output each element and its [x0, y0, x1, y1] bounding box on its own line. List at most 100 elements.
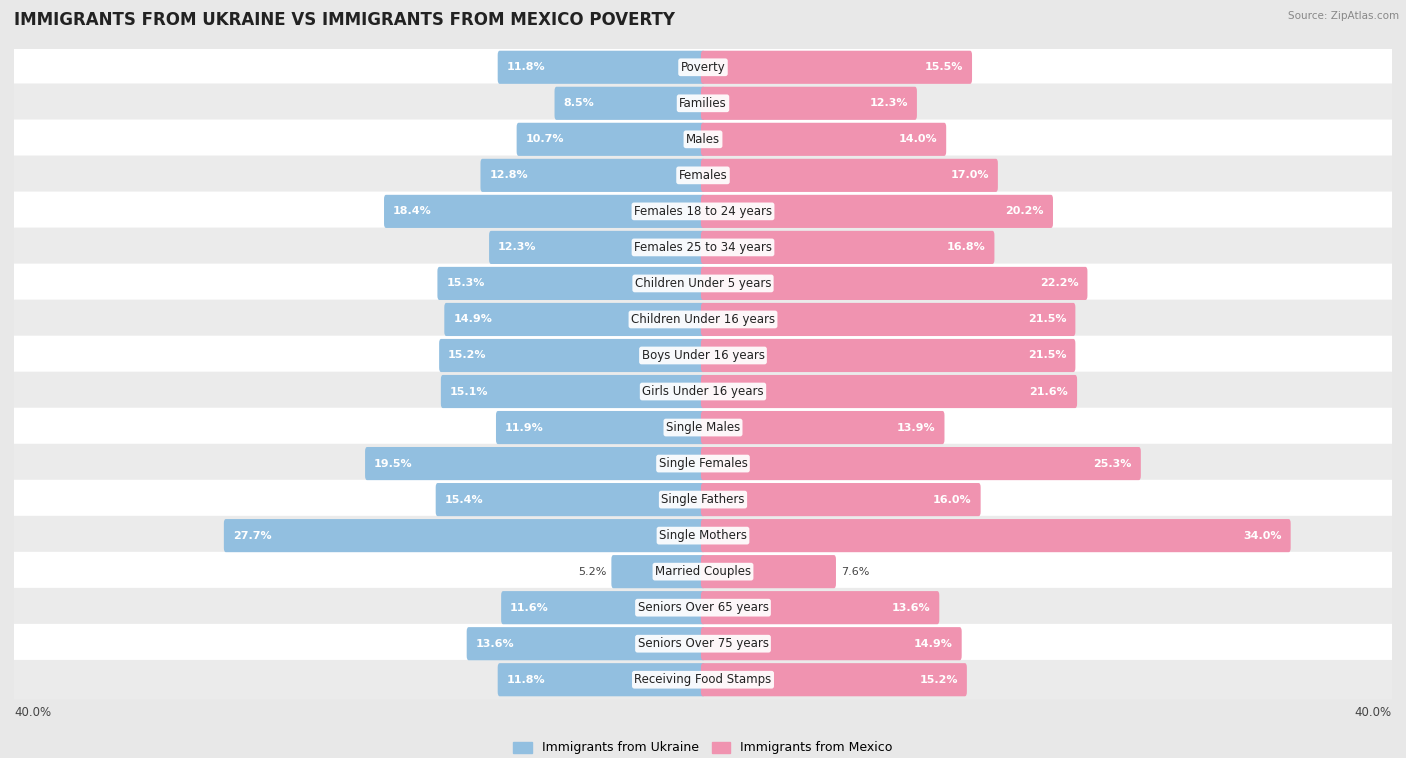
- FancyBboxPatch shape: [13, 443, 1393, 484]
- FancyBboxPatch shape: [13, 552, 1393, 591]
- Text: 34.0%: 34.0%: [1243, 531, 1282, 540]
- FancyBboxPatch shape: [13, 660, 1393, 700]
- Text: 18.4%: 18.4%: [392, 206, 432, 216]
- Text: Poverty: Poverty: [681, 61, 725, 74]
- FancyBboxPatch shape: [437, 267, 704, 300]
- FancyBboxPatch shape: [702, 123, 946, 156]
- FancyBboxPatch shape: [702, 663, 967, 697]
- Text: 40.0%: 40.0%: [14, 706, 51, 719]
- FancyBboxPatch shape: [13, 120, 1393, 159]
- FancyBboxPatch shape: [554, 86, 704, 120]
- FancyBboxPatch shape: [496, 411, 704, 444]
- FancyBboxPatch shape: [516, 123, 704, 156]
- FancyBboxPatch shape: [13, 83, 1393, 123]
- FancyBboxPatch shape: [13, 299, 1393, 340]
- Text: Children Under 16 years: Children Under 16 years: [631, 313, 775, 326]
- Text: 13.6%: 13.6%: [891, 603, 931, 612]
- FancyBboxPatch shape: [702, 555, 837, 588]
- FancyBboxPatch shape: [702, 51, 972, 84]
- FancyBboxPatch shape: [702, 519, 1291, 552]
- Text: 22.2%: 22.2%: [1040, 278, 1078, 289]
- Text: 12.3%: 12.3%: [869, 99, 908, 108]
- Text: Source: ZipAtlas.com: Source: ZipAtlas.com: [1288, 11, 1399, 21]
- FancyBboxPatch shape: [702, 86, 917, 120]
- Text: 12.8%: 12.8%: [489, 171, 529, 180]
- Text: 15.5%: 15.5%: [925, 62, 963, 72]
- FancyBboxPatch shape: [498, 663, 704, 697]
- Text: 11.6%: 11.6%: [510, 603, 548, 612]
- Text: 10.7%: 10.7%: [526, 134, 564, 144]
- Text: Families: Families: [679, 97, 727, 110]
- FancyBboxPatch shape: [366, 447, 704, 480]
- Text: 21.5%: 21.5%: [1028, 315, 1066, 324]
- Text: Boys Under 16 years: Boys Under 16 years: [641, 349, 765, 362]
- Text: 8.5%: 8.5%: [564, 99, 595, 108]
- Text: 27.7%: 27.7%: [233, 531, 271, 540]
- Text: 7.6%: 7.6%: [841, 567, 869, 577]
- Text: Girls Under 16 years: Girls Under 16 years: [643, 385, 763, 398]
- FancyBboxPatch shape: [384, 195, 704, 228]
- Text: 21.6%: 21.6%: [1029, 387, 1069, 396]
- FancyBboxPatch shape: [489, 231, 704, 264]
- Text: Females 18 to 24 years: Females 18 to 24 years: [634, 205, 772, 218]
- Text: 21.5%: 21.5%: [1028, 350, 1066, 361]
- Text: 11.9%: 11.9%: [505, 422, 544, 433]
- Text: 15.2%: 15.2%: [920, 675, 957, 684]
- Text: Single Mothers: Single Mothers: [659, 529, 747, 542]
- FancyBboxPatch shape: [13, 336, 1393, 375]
- FancyBboxPatch shape: [13, 264, 1393, 303]
- Text: Single Males: Single Males: [666, 421, 740, 434]
- Text: Seniors Over 75 years: Seniors Over 75 years: [637, 637, 769, 650]
- Text: IMMIGRANTS FROM UKRAINE VS IMMIGRANTS FROM MEXICO POVERTY: IMMIGRANTS FROM UKRAINE VS IMMIGRANTS FR…: [14, 11, 675, 30]
- Text: Married Couples: Married Couples: [655, 565, 751, 578]
- Text: 11.8%: 11.8%: [506, 675, 546, 684]
- FancyBboxPatch shape: [13, 480, 1393, 519]
- FancyBboxPatch shape: [13, 624, 1393, 663]
- FancyBboxPatch shape: [13, 408, 1393, 447]
- FancyBboxPatch shape: [702, 195, 1053, 228]
- Text: Females: Females: [679, 169, 727, 182]
- Text: 14.0%: 14.0%: [898, 134, 938, 144]
- FancyBboxPatch shape: [702, 231, 994, 264]
- FancyBboxPatch shape: [702, 483, 980, 516]
- FancyBboxPatch shape: [13, 48, 1393, 87]
- Text: 17.0%: 17.0%: [950, 171, 988, 180]
- FancyBboxPatch shape: [702, 158, 998, 192]
- FancyBboxPatch shape: [702, 375, 1077, 408]
- Text: 15.2%: 15.2%: [449, 350, 486, 361]
- Text: 11.8%: 11.8%: [506, 62, 546, 72]
- Text: 15.4%: 15.4%: [444, 494, 484, 505]
- Text: Single Fathers: Single Fathers: [661, 493, 745, 506]
- Text: 13.9%: 13.9%: [897, 422, 935, 433]
- FancyBboxPatch shape: [13, 515, 1393, 556]
- FancyBboxPatch shape: [702, 303, 1076, 336]
- Text: Receiving Food Stamps: Receiving Food Stamps: [634, 673, 772, 686]
- FancyBboxPatch shape: [439, 339, 704, 372]
- FancyBboxPatch shape: [702, 411, 945, 444]
- FancyBboxPatch shape: [481, 158, 704, 192]
- Text: Single Females: Single Females: [658, 457, 748, 470]
- Text: Children Under 5 years: Children Under 5 years: [634, 277, 772, 290]
- Text: 12.3%: 12.3%: [498, 243, 537, 252]
- Text: 20.2%: 20.2%: [1005, 206, 1045, 216]
- Text: Males: Males: [686, 133, 720, 146]
- FancyBboxPatch shape: [13, 227, 1393, 268]
- Text: 25.3%: 25.3%: [1094, 459, 1132, 468]
- FancyBboxPatch shape: [13, 192, 1393, 231]
- FancyBboxPatch shape: [444, 303, 704, 336]
- Text: 19.5%: 19.5%: [374, 459, 412, 468]
- FancyBboxPatch shape: [13, 155, 1393, 195]
- FancyBboxPatch shape: [702, 339, 1076, 372]
- Text: 14.9%: 14.9%: [914, 639, 953, 649]
- FancyBboxPatch shape: [13, 371, 1393, 412]
- FancyBboxPatch shape: [702, 627, 962, 660]
- FancyBboxPatch shape: [612, 555, 704, 588]
- FancyBboxPatch shape: [702, 447, 1140, 480]
- Text: Seniors Over 65 years: Seniors Over 65 years: [637, 601, 769, 614]
- FancyBboxPatch shape: [501, 591, 704, 625]
- Text: 40.0%: 40.0%: [1355, 706, 1392, 719]
- FancyBboxPatch shape: [224, 519, 704, 552]
- Text: 5.2%: 5.2%: [578, 567, 606, 577]
- Text: 13.6%: 13.6%: [475, 639, 515, 649]
- FancyBboxPatch shape: [441, 375, 704, 408]
